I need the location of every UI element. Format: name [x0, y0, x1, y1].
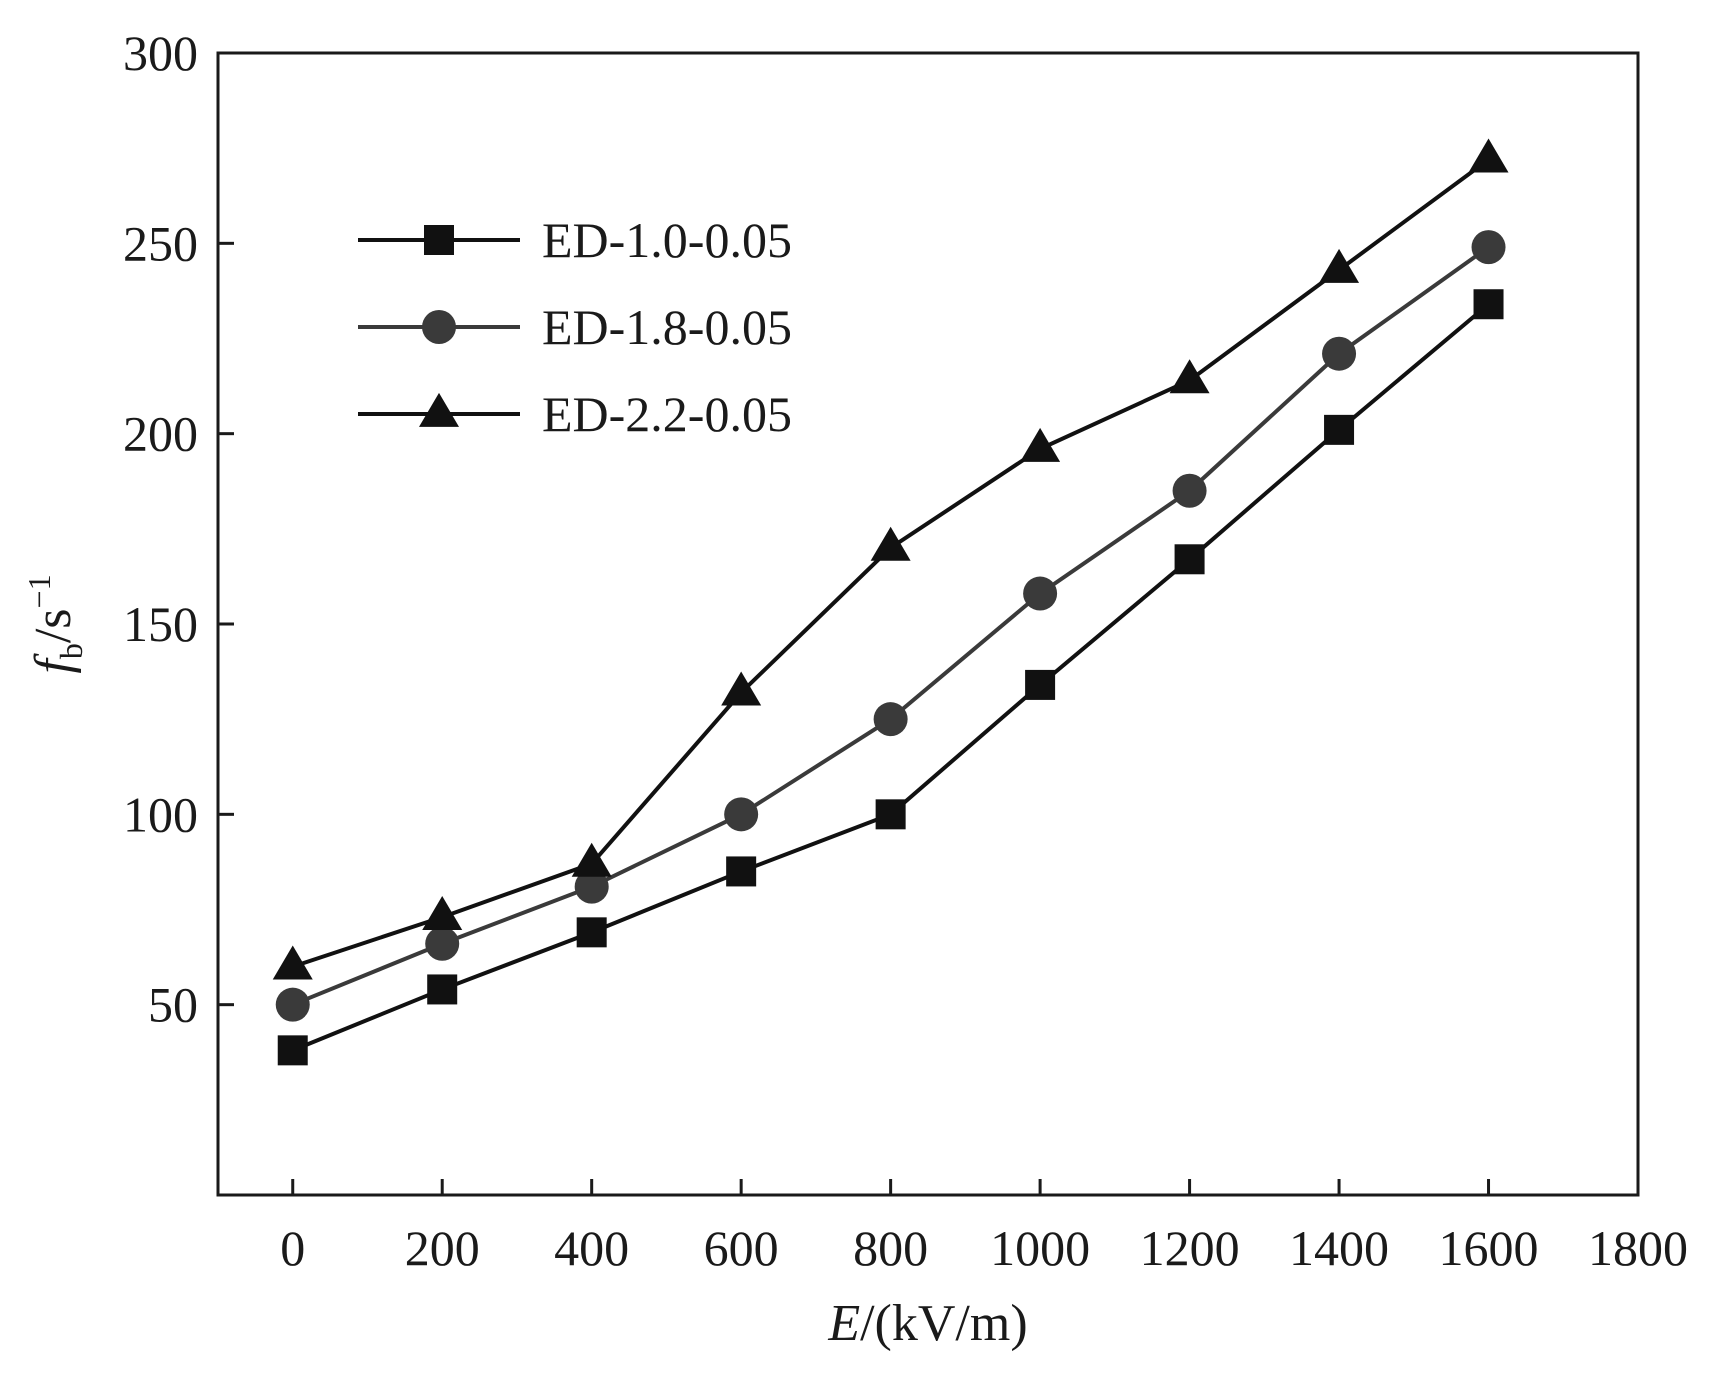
x-axis-title: E/(kV/m) [827, 1295, 1027, 1352]
series-line [291, 302, 1490, 1053]
legend-label: ED-2.2-0.05 [542, 386, 792, 442]
data-point-square [427, 974, 458, 1005]
data-point-circle [1172, 473, 1207, 508]
x-axis: 0 200 400 600 800 1000 1200 1400 1600 1800 [280, 1179, 1688, 1276]
series-circle [275, 230, 1506, 1022]
data-point-circle [724, 797, 759, 832]
legend-item: ED-2.2-0.05 [358, 386, 792, 442]
x-tick-label: 600 [704, 1220, 779, 1276]
x-tick-label: 400 [554, 1220, 629, 1276]
data-point-circle [1471, 230, 1506, 265]
data-point-triangle [1169, 359, 1210, 394]
y-tick-label: 300 [123, 25, 198, 81]
legend-item: ED-1.0-0.05 [358, 212, 792, 268]
data-point-circle [1023, 576, 1058, 611]
data-point-triangle [1319, 248, 1360, 283]
x-tick-label: 800 [853, 1220, 928, 1276]
data-point-circle [873, 702, 908, 737]
y-axis-title-subscript: b [53, 643, 89, 659]
data-point-square [1473, 289, 1504, 320]
data-point-square [277, 1035, 308, 1066]
legend-label: ED-1.0-0.05 [542, 212, 792, 268]
legend-marker-square [424, 225, 454, 255]
series-square [277, 289, 1504, 1066]
y-axis-title-superscript: −1 [21, 574, 57, 608]
data-point-triangle [870, 526, 911, 561]
y-axis-title-unit: /s [25, 608, 82, 643]
y-tick-label: 250 [123, 215, 198, 271]
legend-marker-circle [422, 310, 456, 344]
data-point-triangle [422, 896, 463, 931]
legend-item: ED-1.8-0.05 [358, 299, 792, 355]
data-point-triangle [721, 671, 762, 706]
data-point-circle [425, 926, 460, 961]
data-point-circle [1322, 336, 1357, 371]
data-point-square [1025, 669, 1056, 700]
x-tick-label: 200 [405, 1220, 480, 1276]
x-axis-title-unit: /(kV/m) [860, 1295, 1028, 1352]
data-point-circle [275, 987, 310, 1022]
series-layer [272, 138, 1509, 1066]
data-point-square [576, 917, 607, 948]
y-tick-label: 150 [123, 596, 198, 652]
y-axis-title: fb/s−1 [21, 574, 89, 673]
x-tick-label: 1600 [1439, 1220, 1539, 1276]
data-point-square [726, 856, 757, 887]
data-point-triangle [571, 842, 612, 877]
data-point-square [875, 799, 906, 830]
plot-frame [216, 51, 1640, 1197]
data-point-triangle [1020, 427, 1061, 462]
data-point-square [1174, 544, 1205, 575]
x-tick-label: 1000 [990, 1220, 1090, 1276]
legend-label: ED-1.8-0.05 [542, 299, 792, 355]
data-point-square [1324, 414, 1355, 445]
series-line [291, 245, 1490, 1007]
y-tick-label: 200 [123, 406, 198, 462]
data-point-circle [574, 869, 609, 904]
series-triangle [272, 138, 1509, 980]
x-axis-title-symbol: E [827, 1295, 860, 1352]
series-line [292, 157, 1490, 969]
x-tick-label: 1800 [1588, 1220, 1688, 1276]
x-tick-label: 1200 [1140, 1220, 1240, 1276]
legend-marker-triangle [419, 392, 459, 427]
y-axis: 50 100 150 200 250 300 [123, 25, 234, 1033]
legend: ED-1.0-0.05 ED-1.8-0.05 ED-2.2-0.05 [358, 212, 792, 442]
x-tick-label: 1400 [1289, 1220, 1389, 1276]
x-tick-label: 0 [280, 1220, 305, 1276]
data-point-triangle [1468, 138, 1509, 173]
y-tick-label: 100 [123, 786, 198, 842]
y-tick-label: 50 [148, 977, 198, 1033]
data-point-triangle [272, 945, 313, 980]
